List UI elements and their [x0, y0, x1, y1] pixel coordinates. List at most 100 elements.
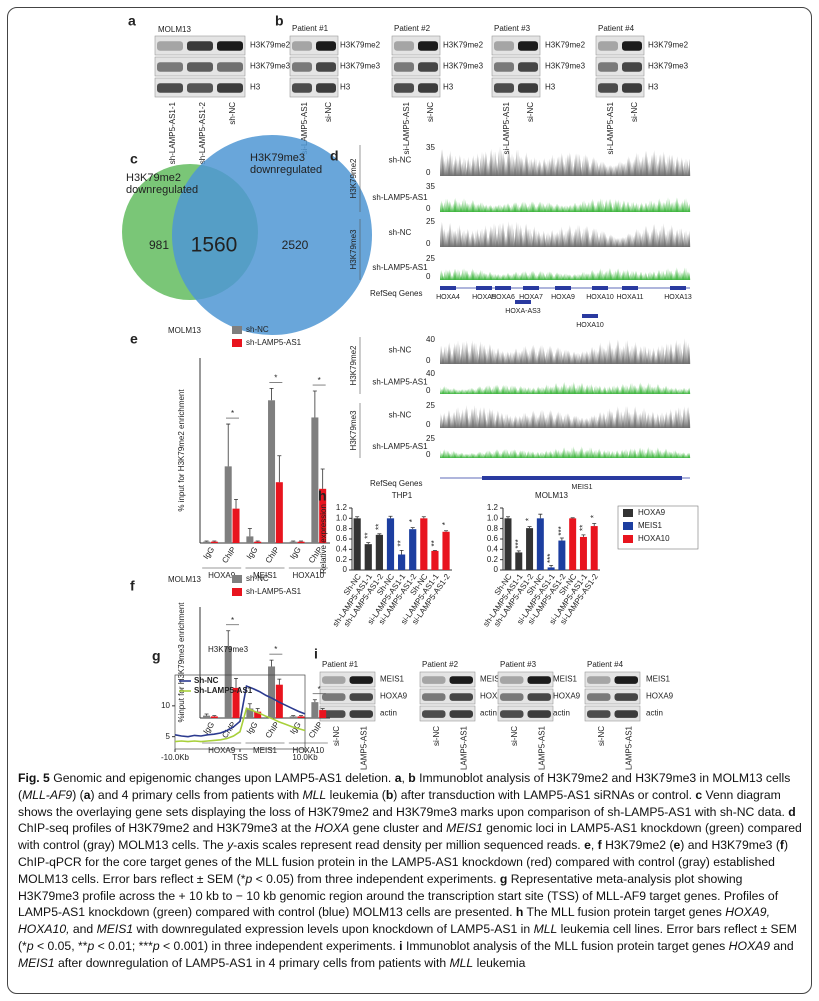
- venn-label: H3K79me3: [250, 152, 305, 164]
- gene-label: HOXA9: [551, 294, 575, 301]
- blot-band: [418, 83, 438, 93]
- track-label: sh-NC: [389, 346, 412, 355]
- lane-label: sh-LAMP5-AS1-1: [168, 101, 177, 164]
- blot-band: [349, 710, 373, 718]
- track-label: sh-NC: [389, 411, 412, 420]
- blot-row-label: actin: [480, 709, 497, 718]
- caption-text: p: [26, 938, 34, 953]
- error-bar: [234, 498, 239, 509]
- gene-glyph: [555, 286, 571, 290]
- error-bar: [277, 678, 282, 685]
- caption-text: d: [788, 804, 796, 819]
- caption-text: with downregulated expression levels upo…: [133, 922, 534, 937]
- error-bar: [432, 549, 437, 551]
- bar: [311, 417, 319, 543]
- venn-count: 2520: [282, 238, 309, 252]
- legend-swatch: [232, 588, 242, 596]
- blot-row-label: H3K79me3: [648, 62, 689, 71]
- caption-text: and: [69, 922, 97, 937]
- caption-text: p: [152, 938, 160, 953]
- y-axis-label: %input for H3K79me3 enrichment: [177, 602, 186, 723]
- lane-label: si-LAMP5-AS1: [459, 725, 468, 770]
- blot-band: [500, 676, 524, 684]
- blot-band: [527, 676, 551, 684]
- bar: [268, 400, 276, 543]
- legend-label: sh-NC: [246, 574, 269, 583]
- caption-text: leukemia cell lines. Error bars reflect …: [18, 922, 797, 953]
- caption-text: ,: [401, 771, 409, 785]
- track-scale: 25: [426, 217, 435, 226]
- blot-row-label: H3: [648, 83, 659, 92]
- blot-band: [598, 83, 618, 93]
- blot-band: [316, 62, 336, 72]
- blot-band: [614, 676, 638, 684]
- y-axis-label: Relative expression: [319, 504, 328, 574]
- blot-band: [622, 62, 642, 72]
- bar: [386, 518, 395, 570]
- significance: **: [363, 532, 372, 538]
- bar: [319, 710, 327, 718]
- bar: [590, 526, 598, 570]
- track-scale: 0: [426, 356, 431, 365]
- error-bar: [355, 516, 360, 519]
- genes-label: RefSeq Genes: [370, 479, 422, 488]
- blot-band: [394, 41, 414, 51]
- gene-glyph: [440, 286, 456, 290]
- venn-count: 981: [149, 238, 169, 252]
- blot-band: [217, 62, 243, 72]
- caption-text: MLL: [449, 955, 474, 970]
- bar: [268, 666, 276, 718]
- lane-label: si-NC: [432, 726, 441, 746]
- significance: ***: [546, 554, 555, 563]
- blot-band: [422, 710, 446, 718]
- panel-letter: a: [128, 13, 136, 29]
- blot-row-label: HOXA9: [380, 692, 408, 701]
- gene-glyph: [476, 286, 492, 290]
- y-tick-label: 0.8: [487, 524, 499, 533]
- y-tick-label: 10: [161, 701, 170, 710]
- caption-text: Venn diagram shows the overlaying gene s…: [18, 787, 789, 819]
- blot-band: [614, 693, 638, 701]
- x-tick-label: ChIP: [264, 720, 282, 740]
- error-bar: [320, 708, 325, 711]
- legend-label: MEIS1: [638, 521, 663, 530]
- y-tick-label: 0.4: [336, 544, 348, 553]
- blot-band: [422, 676, 446, 684]
- blot-title: Patient #2: [394, 24, 431, 33]
- blot-band: [187, 83, 213, 93]
- error-bar: [527, 526, 532, 529]
- blot-row-label: MEIS1: [646, 675, 671, 684]
- caption-text: H3K79me2 (: [601, 838, 674, 853]
- blot-band: [187, 41, 213, 51]
- gene-label: HOXA4: [436, 294, 460, 301]
- error-bar: [549, 564, 554, 568]
- blot-title: Patient #2: [422, 660, 459, 669]
- bar: [203, 715, 211, 718]
- caption-text: after downregulation of LAMP5-AS1 in 4 p…: [54, 955, 450, 970]
- track-scale: 25: [426, 434, 435, 443]
- blot-band: [449, 693, 473, 701]
- blot-row-label: MEIS1: [480, 675, 505, 684]
- caption-text: e: [584, 838, 591, 853]
- significance: **: [397, 540, 406, 546]
- bar: [547, 567, 555, 570]
- chart-title: MOLM13: [535, 491, 568, 500]
- error-bar: [444, 530, 449, 532]
- legend-swatch: [623, 522, 633, 530]
- gene-glyph: [592, 286, 608, 290]
- lane-label: si-LAMP5-AS1: [624, 725, 633, 770]
- track-scale: 0: [426, 450, 431, 459]
- blot-row-label: actin: [553, 709, 570, 718]
- significance: **: [579, 525, 588, 531]
- blot-band: [418, 62, 438, 72]
- legend-swatch: [232, 326, 242, 334]
- track-scale: 40: [426, 369, 435, 378]
- blot-band: [500, 693, 524, 701]
- gene-glyph: [582, 314, 598, 318]
- venn-label: downregulated: [126, 184, 198, 196]
- caption-text: leukemia: [473, 955, 526, 970]
- blot-band: [587, 676, 611, 684]
- error-bar: [559, 537, 564, 541]
- bar: [275, 482, 283, 543]
